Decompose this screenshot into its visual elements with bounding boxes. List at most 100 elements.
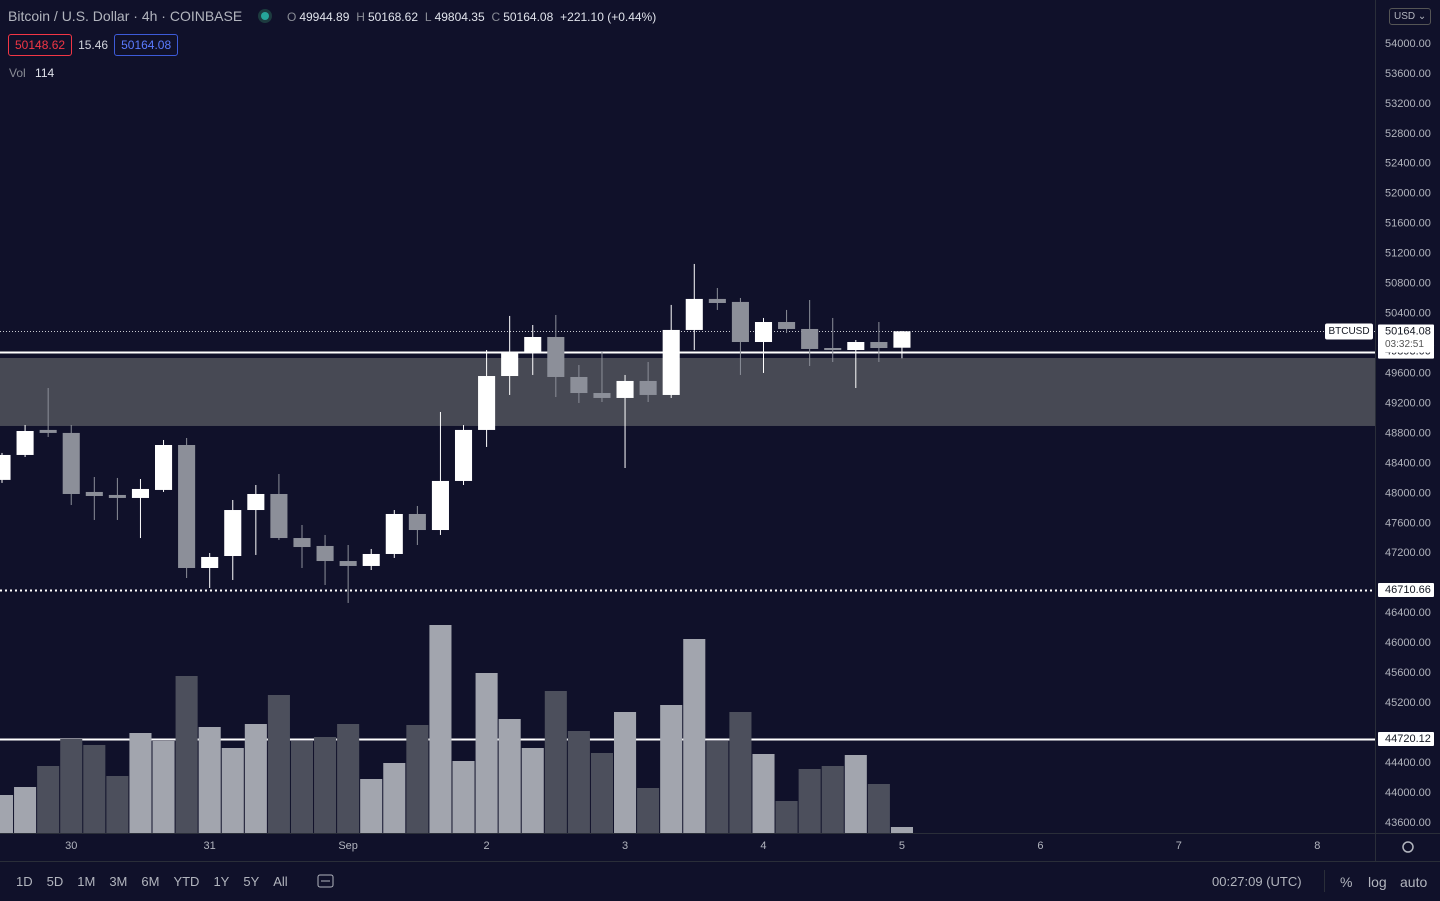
volume-bar xyxy=(567,731,590,833)
change: +221.10 (+0.44%) xyxy=(560,10,657,24)
y-tick-label: 46000.00 xyxy=(1385,637,1431,649)
volume-bar xyxy=(129,733,152,833)
candle-body xyxy=(362,553,380,566)
range-button[interactable]: 6M xyxy=(141,874,160,889)
x-tick-label: 7 xyxy=(1176,840,1182,852)
volume-bar xyxy=(290,741,314,833)
y-tick-label: 52800.00 xyxy=(1385,128,1431,140)
candle-body xyxy=(847,342,865,351)
x-tick-label: 30 xyxy=(65,840,77,852)
x-tick-label: 4 xyxy=(760,840,766,852)
symbol-title: Bitcoin / U.S. Dollar · 4h · COINBASE xyxy=(8,8,243,24)
candle-body xyxy=(662,329,680,395)
candle-body xyxy=(16,430,34,455)
countdown: 03:32:51 xyxy=(1385,339,1424,350)
x-tick-label: 8 xyxy=(1314,840,1320,852)
candle-body xyxy=(547,336,565,377)
volume-bar xyxy=(660,705,683,833)
volume-bar xyxy=(314,737,337,833)
y-tick-label: 48000.00 xyxy=(1385,487,1431,499)
candle-body xyxy=(778,322,796,329)
candle-body xyxy=(801,328,819,349)
volume-bar xyxy=(267,695,290,833)
range-button[interactable]: 3M xyxy=(109,874,128,889)
clock: 00:27:09 (UTC) xyxy=(1212,874,1302,889)
percent-toggle[interactable]: % xyxy=(1340,874,1353,890)
volume-bar xyxy=(614,712,637,833)
spread: 15.46 xyxy=(78,38,109,52)
volume-bar xyxy=(544,691,567,833)
ask[interactable]: 50164.08 xyxy=(114,34,179,56)
volume-bar xyxy=(175,676,198,833)
bottom-toolbar: 1D 5D 1M 3M 6M YTD 1Y 5Y All 00:27:09 (UTC) % lo… xyxy=(0,861,1440,901)
price-label: 44720.12 xyxy=(1385,733,1431,745)
y-tick-label: 46400.00 xyxy=(1385,607,1431,619)
volume-bar xyxy=(452,761,475,833)
background-layer xyxy=(0,331,1375,741)
close-value: 50164.08 xyxy=(503,10,554,24)
volume-bar xyxy=(244,724,267,833)
candle-body xyxy=(754,322,773,343)
x-tick-label: Sep xyxy=(338,840,358,852)
auto-toggle[interactable]: auto xyxy=(1400,874,1428,890)
volume-bar xyxy=(152,741,175,833)
volume-value: 114 xyxy=(35,66,55,80)
range-button[interactable]: 1D xyxy=(16,874,33,889)
volume-bar xyxy=(60,739,83,833)
candle-body xyxy=(454,429,473,481)
goto-date-icon[interactable] xyxy=(316,872,336,890)
candle-body xyxy=(824,348,842,351)
y-tick-label: 47600.00 xyxy=(1385,517,1431,529)
range-button[interactable]: 1M xyxy=(77,874,96,889)
volume-bar xyxy=(198,727,221,833)
range-buttons: 1D 5D 1M 3M 6M YTD 1Y 5Y All xyxy=(16,874,302,889)
candle-body xyxy=(247,493,265,511)
price-label-box xyxy=(1378,732,1434,747)
open-value: 49944.89 xyxy=(299,10,350,24)
separator xyxy=(1324,870,1325,892)
candle-body xyxy=(639,380,657,395)
y-tick-label: 52000.00 xyxy=(1385,188,1431,200)
candle-body xyxy=(385,513,403,554)
price-label: 46710.66 xyxy=(1385,584,1431,596)
log-toggle[interactable]: log xyxy=(1368,874,1387,890)
candle-body xyxy=(85,491,103,497)
x-tick-label: 31 xyxy=(204,840,216,852)
high-value: 50168.62 xyxy=(367,10,418,24)
candle-body xyxy=(270,493,288,539)
candle-body xyxy=(431,480,449,531)
candle-body xyxy=(62,432,80,494)
currency-button[interactable]: USD ⌄ xyxy=(1389,8,1432,25)
candle-body xyxy=(616,380,634,398)
volume-legend: Vol 114 xyxy=(9,66,54,80)
bid-ask: 50148.62 15.46 50164.08 xyxy=(8,34,179,56)
range-button[interactable]: 5D xyxy=(46,874,64,889)
volume-bar xyxy=(106,776,129,833)
volume-bar xyxy=(844,755,867,833)
y-tick-label: 45600.00 xyxy=(1385,667,1431,679)
candle-body xyxy=(524,336,542,352)
close-key: C xyxy=(491,10,501,24)
y-tick-label: 51600.00 xyxy=(1385,218,1431,230)
bid[interactable]: 50148.62 xyxy=(8,34,73,56)
range-button[interactable]: All xyxy=(273,874,288,889)
range-button[interactable]: 1Y xyxy=(213,874,230,889)
y-tick-label: 53200.00 xyxy=(1385,98,1431,110)
symbol-tag-box xyxy=(1325,323,1373,340)
candle-body xyxy=(478,376,496,430)
range-button[interactable]: 5Y xyxy=(243,874,260,889)
candle-body xyxy=(224,510,242,557)
symbol-tag: BTCUSD xyxy=(1328,326,1369,337)
range-button[interactable]: YTD xyxy=(173,874,200,889)
y-tick-label: 47200.00 xyxy=(1385,547,1431,559)
last-price-label: 50164.08 xyxy=(1385,325,1431,337)
volume-bar xyxy=(521,748,544,833)
chart: 54000.00 53600.00 53200.00 52800.00 52400.00… xyxy=(0,0,1440,861)
price-label-box xyxy=(1378,582,1434,597)
candle-body xyxy=(201,556,219,568)
candle-body xyxy=(131,488,149,498)
volume-bar xyxy=(383,763,406,833)
y-tick-label: 44000.00 xyxy=(1385,787,1431,799)
